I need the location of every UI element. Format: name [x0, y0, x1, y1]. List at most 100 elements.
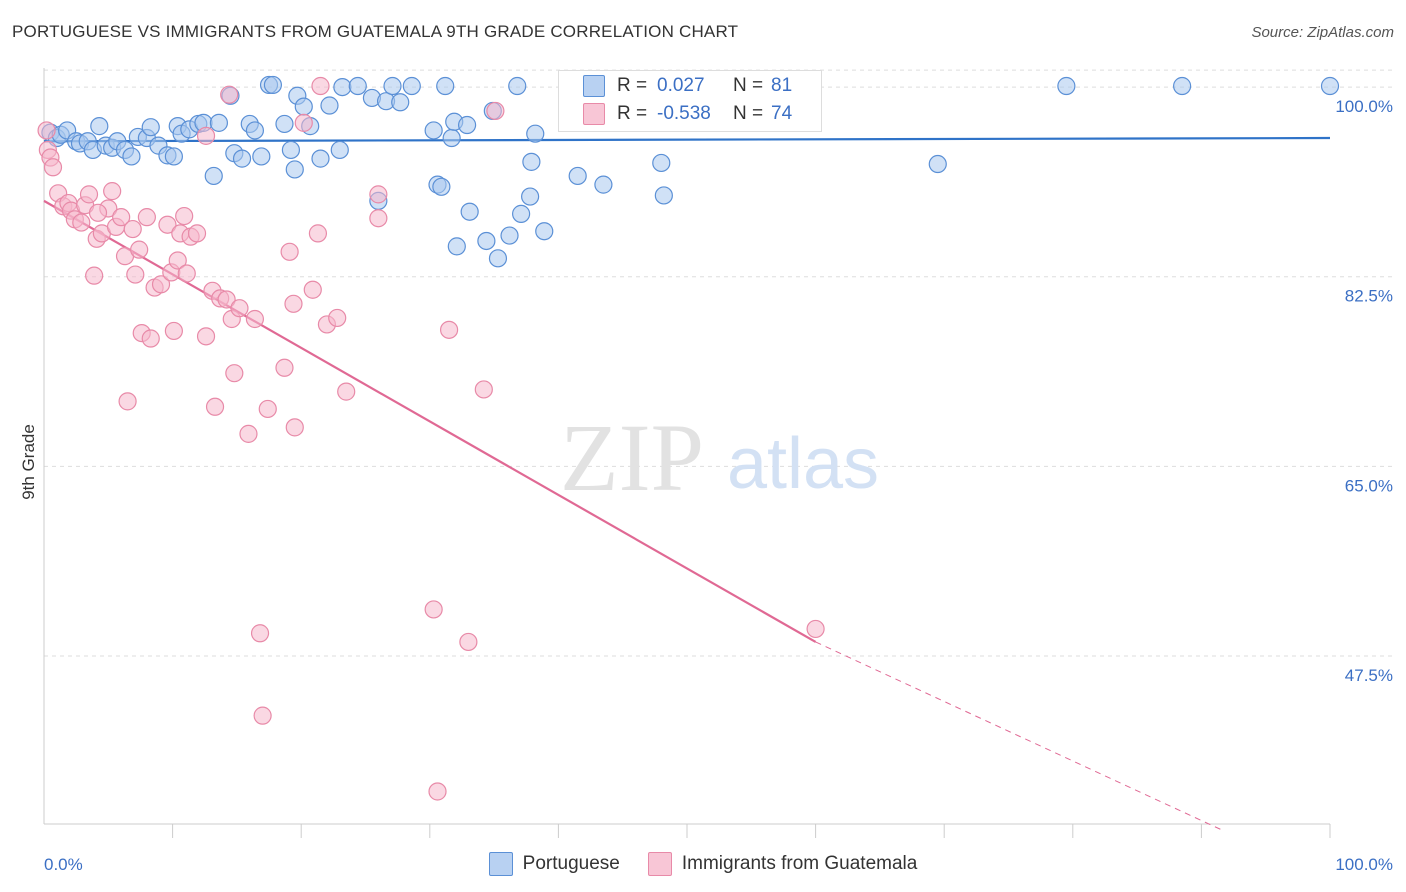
guatemala-point: [88, 203, 108, 222]
portuguese-point: [402, 76, 421, 96]
guatemala-point: [275, 358, 294, 377]
portuguese-point: [652, 153, 671, 173]
legend-n-value: 74: [771, 103, 793, 124]
legend-item-guatemala: Immigrants from Guatemala: [647, 852, 918, 876]
x-tick-label: 100.0%: [1335, 855, 1393, 874]
legend-swatch-blue: [583, 75, 605, 97]
watermark-zip: ZIP: [560, 404, 704, 511]
portuguese-point: [383, 76, 402, 96]
legend-r-label: R =: [617, 75, 648, 96]
portuguese-point: [460, 202, 479, 221]
legend-r-value: 0.027: [657, 75, 705, 96]
portuguese-point: [436, 76, 455, 96]
guatemala-point: [294, 113, 313, 132]
legend-n-value: 81: [771, 75, 793, 96]
guatemala-point: [85, 266, 104, 285]
axes: [43, 68, 1331, 838]
guatemala-point: [112, 208, 131, 227]
portuguese-point: [204, 166, 223, 186]
guatemala-point: [141, 329, 160, 348]
portuguese-point: [275, 114, 294, 134]
guatemala-point: [303, 280, 322, 299]
guatemala-point: [175, 206, 194, 226]
portuguese-point: [568, 166, 587, 186]
guatemala-point: [250, 624, 270, 643]
y-tick-label: 47.5%: [1345, 666, 1393, 685]
legend-r-label: R =: [617, 103, 648, 124]
portuguese-point: [424, 121, 443, 140]
guatemala-point: [258, 399, 277, 419]
guatemala-point: [118, 392, 137, 411]
legend-swatch-pink: [583, 103, 605, 125]
portuguese-point: [209, 113, 228, 132]
guatemala-point: [308, 224, 328, 243]
guatemala-point: [103, 182, 122, 201]
portuguese-point: [164, 147, 183, 166]
guatemala-point: [217, 290, 236, 309]
watermark-atlas: atlas: [727, 424, 879, 504]
zipatlas-watermark: ZIP atlas: [560, 404, 879, 511]
legend-r-value: -0.538: [657, 103, 711, 124]
legend-row-guatemala: R = -0.538 N = 74: [583, 101, 792, 127]
guatemala-point: [123, 219, 142, 239]
guatemala-point: [253, 706, 272, 725]
portuguese-point: [348, 76, 367, 96]
guatemala-point: [239, 424, 258, 443]
y-tick-label: 100.0%: [1335, 97, 1393, 116]
guatemala-point: [205, 397, 225, 416]
y-tick-label: 82.5%: [1345, 287, 1393, 306]
portuguese-point: [521, 187, 540, 206]
portuguese-point: [457, 115, 477, 135]
legend-series-label: Immigrants from Guatemala: [681, 853, 918, 874]
portuguese-point: [285, 160, 304, 179]
y-axis-label: 9th Grade: [19, 424, 38, 500]
guatemala-point: [196, 126, 216, 145]
chart-title: PORTUGUESE VS IMMIGRANTS FROM GUATEMALA …: [12, 22, 739, 41]
legend-row-portuguese: R = 0.027 N = 81: [583, 73, 792, 99]
portuguese-point: [333, 77, 352, 97]
guatemala-point: [284, 294, 303, 313]
portuguese-point: [594, 175, 613, 194]
guatemala-point: [126, 265, 145, 284]
tick-labels: 100.0% 82.5% 65.0% 47.5% 0.0% 100.0%: [44, 97, 1393, 874]
guatemala-point: [428, 782, 447, 801]
portuguese-point: [1173, 76, 1192, 96]
guatemala-point: [474, 380, 493, 399]
guatemala-point: [280, 242, 299, 261]
guatemala-point: [177, 264, 196, 283]
guatemala-point: [459, 632, 478, 652]
legend-swatch-blue: [488, 852, 513, 876]
guatemala-point: [311, 76, 330, 96]
portuguese-point: [294, 97, 313, 116]
legend-n-label: N =: [733, 75, 764, 96]
guatemala-point: [424, 600, 443, 619]
portuguese-point: [508, 76, 527, 96]
portuguese-point: [281, 140, 301, 160]
portuguese-point: [245, 121, 265, 140]
portuguese-trend-line: [43, 136, 1331, 143]
x-tick-label: 0.0%: [44, 855, 83, 874]
guatemala-point: [225, 364, 244, 383]
guatemala-trend-extension: [815, 641, 1221, 830]
portuguese-point: [928, 154, 947, 174]
portuguese-point: [522, 152, 541, 171]
portuguese-point: [526, 124, 545, 143]
guatemala-point: [151, 275, 171, 294]
guatemala-point: [439, 320, 459, 339]
portuguese-point: [447, 237, 466, 256]
portuguese-point: [654, 186, 673, 205]
portuguese-point: [232, 149, 252, 168]
guatemala-point: [369, 185, 388, 204]
guatemala-point: [486, 101, 505, 121]
guatemala-point: [328, 308, 347, 328]
legend-n-label: N =: [733, 103, 764, 124]
guatemala-point: [337, 382, 356, 401]
guatemala-point: [369, 209, 388, 228]
source-credit: Source: ZipAtlas.com: [1251, 24, 1394, 41]
portuguese-point: [432, 177, 451, 196]
portuguese-point: [330, 140, 349, 160]
series-legend: Portuguese Immigrants from Guatemala: [0, 852, 1406, 876]
guatemala-point: [72, 213, 91, 232]
portuguese-point: [122, 147, 141, 166]
